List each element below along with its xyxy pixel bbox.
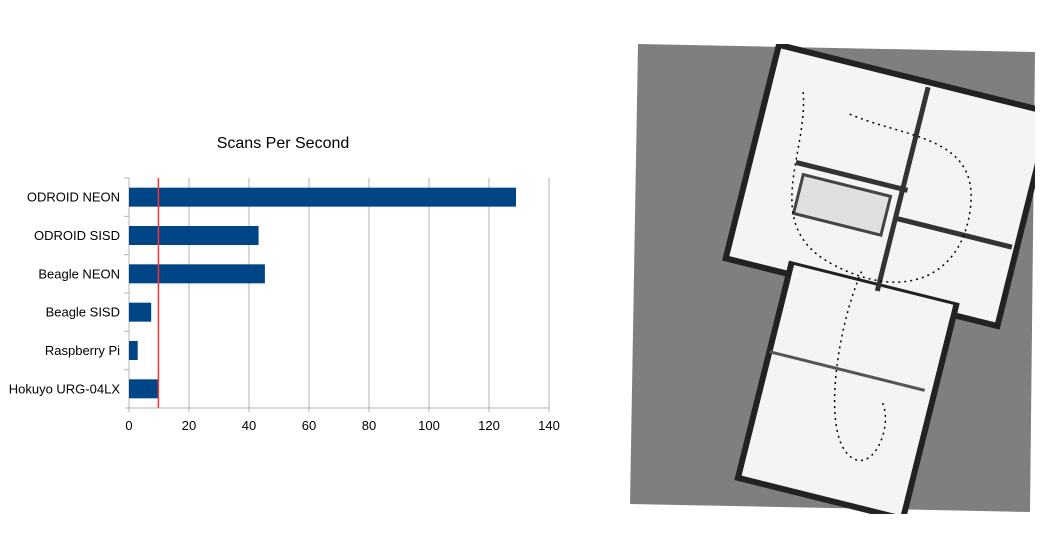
y-category-label: Beagle NEON: [38, 266, 120, 281]
bar-chart: Scans Per Second ODROID NEON ODROID SISD B…: [9, 135, 560, 433]
bar-beagle-neon: [129, 264, 265, 284]
x-tick-label: 120: [478, 418, 500, 433]
x-tick-label: 60: [302, 418, 316, 433]
slam-occupancy-map: [630, 44, 1035, 514]
bar-beagle-sisd: [129, 302, 152, 322]
x-tick-label: 100: [418, 418, 440, 433]
x-tick-label: 80: [362, 418, 376, 433]
y-category-label: Beagle SISD: [46, 305, 120, 320]
x-tick-label: 20: [182, 418, 196, 433]
y-category-label: ODROID SISD: [34, 228, 120, 243]
bar-odroid-neon: [129, 187, 516, 207]
x-tick-label: 0: [125, 418, 132, 433]
x-tick-label: 40: [242, 418, 256, 433]
bar-raspberry-pi: [129, 341, 138, 360]
y-category-label: Raspberry Pi: [45, 343, 120, 358]
chart-title: Scans Per Second: [217, 135, 350, 152]
x-tick-label: 140: [538, 418, 560, 433]
y-category-label: Hokuyo URG-04LX: [9, 381, 121, 396]
bar-hokuyo-urg-04lx: [129, 379, 159, 399]
bar-odroid-sisd: [129, 226, 259, 245]
y-category-label: ODROID NEON: [27, 190, 120, 205]
